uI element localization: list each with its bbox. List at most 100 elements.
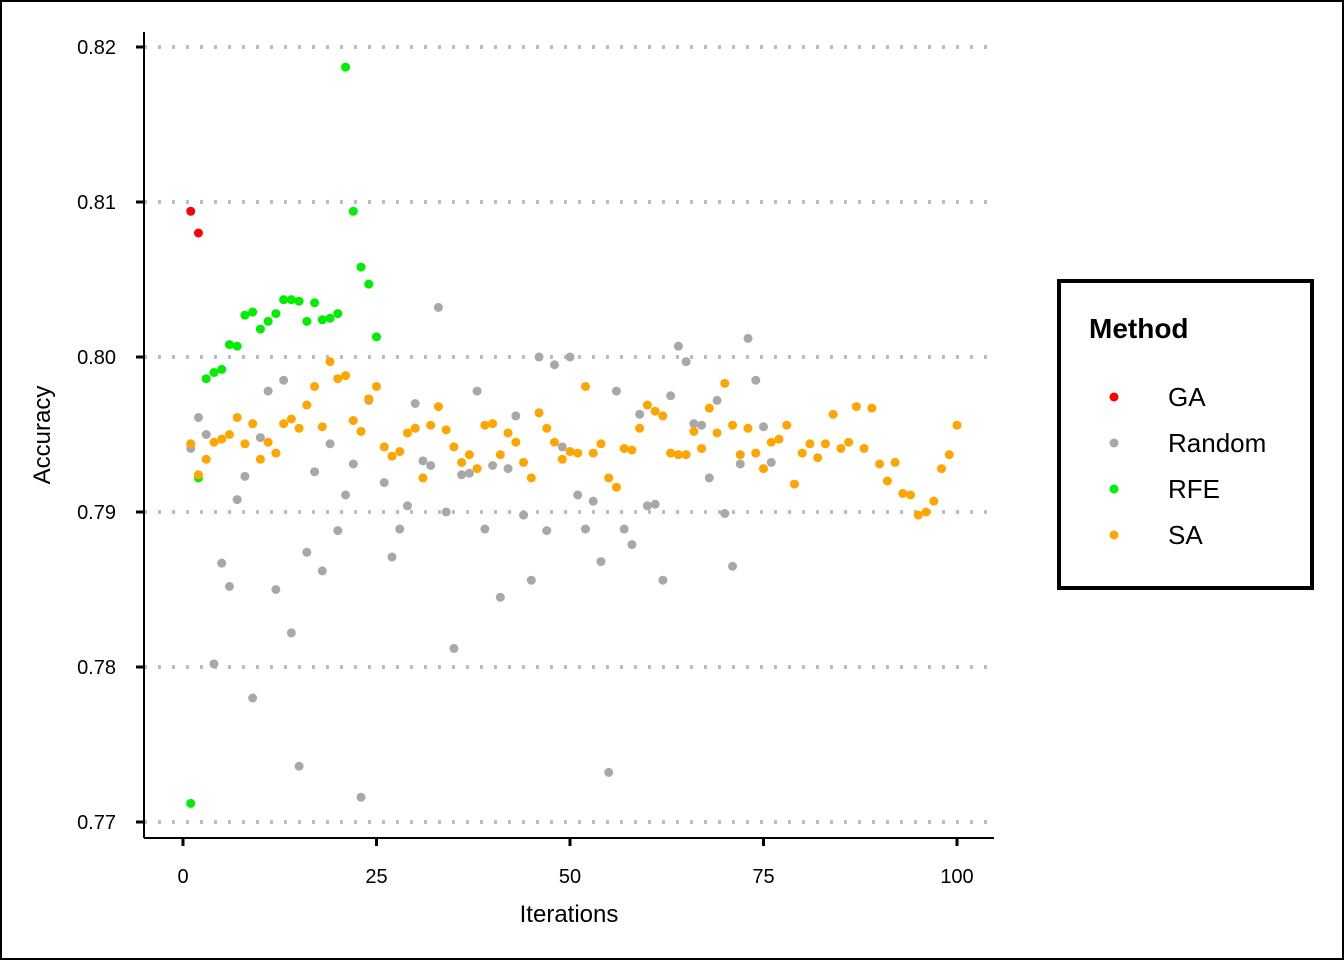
point-random-52 [596, 557, 606, 567]
point-random-63 [681, 357, 691, 367]
point-sa-36 [464, 450, 474, 460]
point-rfe-17 [317, 315, 327, 325]
point-sa-57 [627, 445, 637, 455]
point-sa-15 [302, 400, 312, 410]
point-rfe-3 [209, 368, 219, 377]
legend-label-random: Random [1168, 428, 1266, 458]
point-sa-78 [789, 479, 799, 489]
point-random-57 [635, 409, 645, 419]
point-random-26 [395, 524, 405, 534]
point-sa-55 [611, 482, 621, 492]
point-rfe-2 [201, 374, 211, 384]
point-sa-83 [828, 409, 838, 419]
point-rfe-18 [325, 313, 335, 323]
point-sa-84 [836, 443, 846, 453]
point-rfe-24 [372, 332, 381, 342]
point-random-56 [627, 540, 637, 550]
point-sa-50 [573, 448, 583, 458]
point-random-48 [565, 352, 575, 362]
point-sa-87 [859, 443, 869, 453]
point-sa-20 [341, 371, 351, 381]
point-sa-66 [697, 443, 707, 453]
point-sa-60 [650, 406, 660, 416]
y-tick-label-2: 0.79 [77, 502, 116, 524]
point-sa-90 [882, 476, 892, 486]
point-sa-77 [782, 420, 792, 430]
point-rfe-9 [255, 324, 265, 334]
y-axis-title: Accuracy [29, 386, 56, 485]
legend-box [1057, 279, 1314, 590]
point-random-2 [201, 430, 211, 439]
point-random-8 [248, 693, 258, 703]
legend-swatch-ga [1109, 392, 1119, 402]
point-sa-19 [333, 374, 343, 384]
point-sa-96 [929, 496, 939, 506]
point-sa-63 [673, 450, 683, 460]
point-rfe-5 [224, 340, 234, 350]
point-sa-74 [759, 464, 768, 474]
point-random-44 [534, 352, 544, 362]
point-random-67 [712, 395, 722, 405]
point-sa-22 [356, 426, 366, 436]
point-sa-35 [457, 457, 467, 467]
point-rfe-16 [310, 298, 320, 308]
point-rfe-19 [333, 309, 343, 319]
x-tick-label-0: 0 [177, 866, 188, 888]
point-sa-43 [519, 457, 529, 467]
point-rfe-21 [348, 206, 358, 216]
point-sa-9 [255, 454, 265, 464]
point-sa-56 [619, 443, 629, 453]
point-sa-12 [279, 419, 289, 429]
point-random-51 [588, 496, 598, 506]
y-tick-label-3: 0.80 [77, 347, 116, 369]
point-sa-73 [751, 448, 761, 458]
gridlines [144, 45, 994, 824]
point-random-65 [697, 420, 707, 430]
point-rfe-12 [279, 295, 289, 305]
point-sa-31 [426, 420, 436, 430]
point-sa-99 [952, 420, 962, 430]
point-sa-93 [906, 490, 916, 500]
point-random-28 [410, 399, 420, 408]
series-rfe [186, 62, 381, 808]
point-sa-24 [372, 381, 381, 391]
point-sa-25 [379, 442, 389, 452]
point-sa-23 [364, 394, 374, 404]
point-sa-41 [503, 428, 513, 438]
point-rfe-13 [286, 295, 296, 305]
series-sa [186, 357, 962, 520]
point-sa-81 [813, 453, 823, 463]
point-random-6 [232, 495, 242, 505]
y-tick-label-5: 0.82 [77, 37, 116, 59]
point-random-30 [426, 461, 436, 470]
point-sa-6 [232, 412, 242, 422]
legend: Method GA Random RFE SA [1057, 279, 1314, 590]
point-random-73 [759, 422, 768, 432]
point-random-47 [557, 442, 567, 452]
point-sa-64 [681, 450, 691, 460]
axes [143, 32, 994, 839]
point-sa-47 [550, 437, 560, 447]
point-random-61 [666, 391, 676, 401]
point-sa-48 [557, 454, 567, 464]
point-sa-17 [317, 422, 327, 432]
point-sa-68 [712, 428, 722, 438]
point-sa-82 [820, 439, 830, 449]
point-random-7 [240, 471, 250, 481]
x-tick-label-1: 25 [365, 866, 387, 888]
point-rfe-4 [217, 364, 227, 374]
point-sa-2 [201, 454, 211, 464]
point-sa-62 [666, 448, 676, 458]
point-random-45 [542, 526, 552, 536]
point-sa-3 [209, 437, 219, 447]
point-sa-88 [867, 403, 877, 413]
x-ticks: 0 25 50 75 100 [177, 838, 974, 888]
point-random-29 [418, 456, 428, 466]
series-ga [186, 206, 203, 238]
point-sa-97 [937, 464, 947, 474]
point-random-72 [751, 375, 761, 385]
point-sa-51 [580, 381, 590, 391]
point-sa-26 [387, 451, 397, 461]
point-random-71 [743, 333, 753, 343]
point-sa-59 [642, 400, 652, 410]
